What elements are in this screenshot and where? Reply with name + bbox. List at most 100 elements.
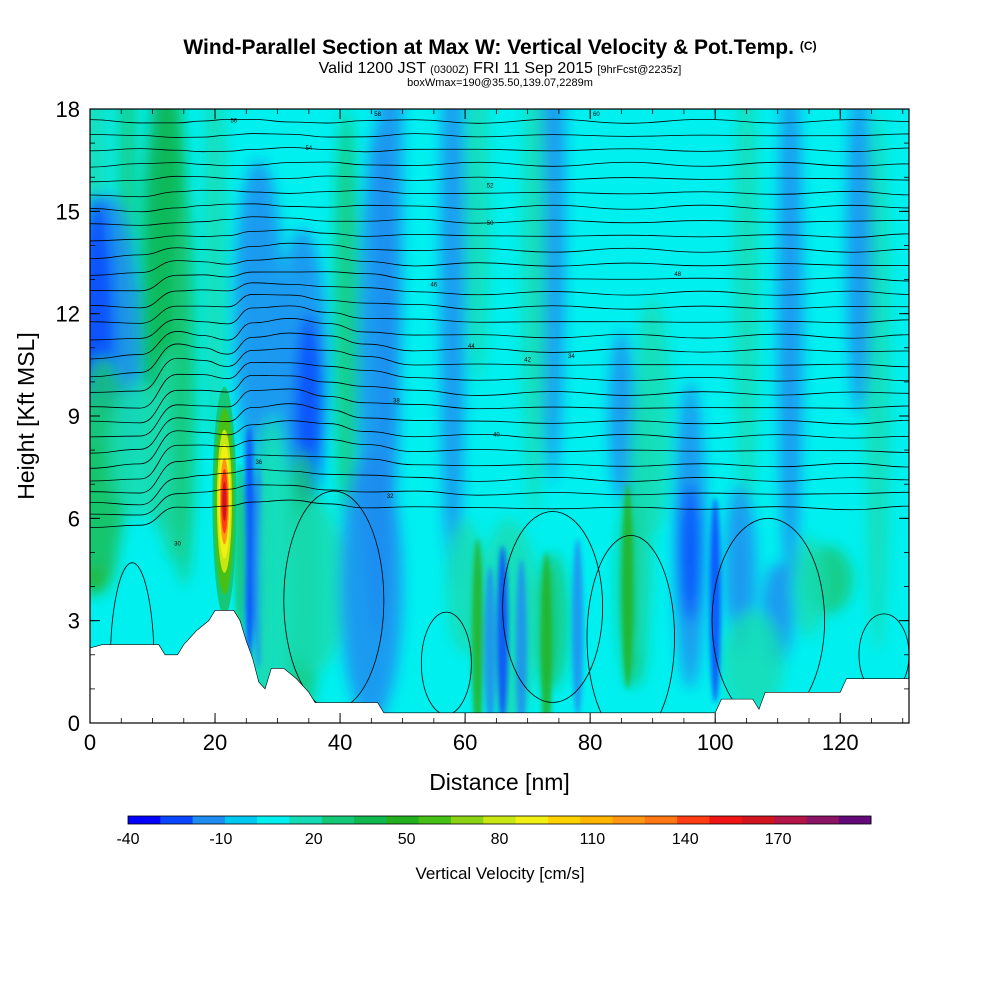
field-blob — [440, 109, 466, 587]
theta-contour-label: 38 — [393, 398, 400, 404]
field-streak — [243, 426, 256, 659]
colorbar-swatch — [709, 816, 743, 824]
field-blob — [283, 501, 347, 672]
terrain — [90, 610, 909, 723]
field-streak — [259, 467, 271, 706]
colorbar: -40 -10 20 50 80 110 140 170 — [116, 815, 872, 848]
theta-contour-line — [90, 484, 909, 516]
colorbar-swatch — [741, 816, 775, 824]
field-blob — [608, 330, 634, 502]
updraft-core-ring — [222, 481, 227, 521]
theta-contour-line — [90, 362, 909, 409]
y-axis-label: Height [Kft MSL] — [13, 332, 39, 499]
x-tick-label: 0 — [84, 730, 96, 755]
colorbar-swatch — [224, 816, 258, 824]
colorbar-swatch — [838, 816, 872, 824]
y-tick-label: 3 — [68, 609, 80, 634]
field-streak — [496, 545, 509, 723]
colorbar-tick-label: -10 — [209, 831, 232, 848]
theta-contour-label: 60 — [593, 112, 600, 118]
theta-contour-line — [90, 305, 909, 341]
theta-contour-label: 54 — [305, 146, 312, 152]
field-blob — [793, 535, 825, 638]
field-streak — [622, 484, 634, 689]
x-tick-label: 120 — [822, 730, 859, 755]
theta-contour-loop — [586, 535, 675, 723]
colorbar-swatch — [677, 816, 710, 824]
theta-contour-label: 34 — [568, 354, 575, 360]
chart-subtitle: Valid 1200 JST (0300Z) FRI 11 Sep 2015 [… — [0, 60, 1000, 79]
theta-contour-line — [90, 282, 909, 309]
theta-contour-line — [90, 161, 909, 168]
field-streaks — [234, 426, 721, 723]
colorbar-swatch — [806, 816, 840, 824]
theta-contour-line — [90, 133, 909, 138]
colorbar-tick-label: -40 — [116, 831, 139, 848]
colorbar-swatch — [386, 816, 420, 824]
theta-contour-line — [90, 242, 909, 260]
theta-contour-label: 40 — [493, 432, 500, 438]
theta-contour-label: 56 — [230, 119, 237, 125]
colorbar-swatch — [128, 816, 161, 824]
theta-contour-line — [90, 189, 909, 198]
field-blob — [377, 109, 403, 519]
theta-contour-line — [90, 438, 909, 482]
theta-contour-line — [90, 347, 909, 393]
theta-contour-label: 42 — [524, 357, 531, 363]
y-tick-label: 18 — [56, 97, 80, 122]
theta-contour-line — [90, 332, 909, 378]
colorbar-swatch — [580, 816, 614, 824]
x-tick-label: 20 — [203, 730, 227, 755]
theta-contour-line — [90, 374, 909, 424]
colorbar-swatch — [774, 816, 807, 824]
field-streak — [471, 538, 484, 723]
colorbar-swatch — [321, 816, 355, 824]
plot-area: 30 32 34 36 38 40 42 44 46 48 50 52 54 56 58 60 — [90, 109, 909, 723]
colorbar-swatch — [644, 816, 678, 824]
theta-contour-line — [90, 318, 909, 360]
theta-contour-line — [90, 388, 909, 438]
valid-prefix: Valid 1200 JST — [318, 60, 426, 77]
field-blob — [171, 177, 197, 587]
y-tick-label: 0 — [68, 711, 80, 736]
theta-contour-line — [90, 468, 909, 506]
theta-contour-label: 58 — [374, 112, 381, 118]
colorbar-tick-label: 50 — [398, 831, 416, 848]
field-blob — [846, 109, 872, 416]
x-tick-label: 80 — [578, 730, 602, 755]
forecast-info: [9hrFcst@2235z] — [597, 64, 682, 76]
theta-contour-line — [90, 203, 909, 213]
field-streak — [709, 497, 721, 703]
field-streak — [484, 566, 496, 723]
x-tick-label: 60 — [453, 730, 477, 755]
field-blob — [340, 450, 403, 723]
theta-contour-label: 50 — [487, 221, 494, 227]
theta-contour-line — [90, 175, 909, 183]
colorbar-swatch — [612, 816, 646, 824]
field-streak — [234, 463, 246, 642]
colorbar-swatch — [483, 816, 517, 824]
y-tick-label: 6 — [68, 506, 80, 531]
theta-contour-line — [90, 216, 909, 226]
field-streak — [572, 538, 584, 717]
colorbar-tick-label: 20 — [305, 831, 323, 848]
colorbar-frame — [127, 815, 872, 825]
colorbar-swatch — [160, 816, 194, 824]
colorbar-tick-label: 80 — [491, 831, 509, 848]
x-tick-label: 40 — [328, 730, 352, 755]
theta-contour-line — [90, 420, 909, 469]
theta-contour-label: 44 — [468, 344, 475, 350]
field-blob — [233, 160, 284, 468]
y-tick-label: 15 — [56, 199, 80, 224]
colorbar-swatch — [451, 816, 484, 824]
chart-title: Wind-Parallel Section at Max W: Vertical… — [0, 36, 1000, 60]
x-axis-label: Distance [nm] — [429, 769, 570, 795]
colorbar-swatch — [192, 816, 226, 824]
colorbar-tick-label: 110 — [580, 831, 606, 848]
field-blob — [465, 109, 491, 382]
field-blob — [202, 109, 228, 451]
valid-date: FRI 11 Sep 2015 — [473, 60, 593, 77]
colorbar-swatch — [547, 816, 581, 824]
y-tick-label: 9 — [68, 404, 80, 429]
